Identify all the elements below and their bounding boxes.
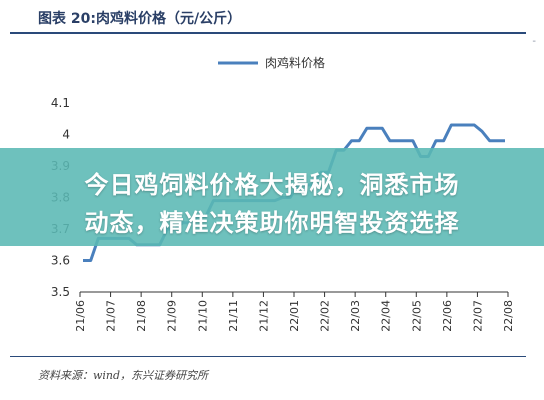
x-axis: 21/06 21/07 21/08 21/09 21/10 21/11 21/12 22/01… — [74, 291, 515, 332]
headline-line-1: 今日鸡饲料价格大揭秘，洞悉市场 — [84, 171, 460, 199]
x-tick-label: 21/10 — [196, 300, 209, 332]
y-tick-label: 4.1 — [51, 96, 70, 110]
x-tick-label: 21/12 — [257, 300, 270, 332]
x-tick-label: 22/05 — [410, 300, 423, 332]
x-tick-label: 22/03 — [349, 300, 362, 332]
headline-line-2: 动态，精准决策助你明智投资选择 — [84, 209, 460, 237]
chart-legend: 肉鸡料价格 — [218, 55, 325, 70]
x-tick-label: 21/08 — [135, 300, 148, 332]
x-tick-label: 22/08 — [502, 300, 515, 332]
x-tick-label: 21/07 — [105, 300, 118, 332]
source-rule — [10, 356, 526, 357]
y-tick-label: 4 — [62, 128, 70, 142]
x-tick-label: 22/07 — [471, 300, 484, 332]
x-tick-label: 22/04 — [380, 300, 393, 332]
x-tick-label: 22/06 — [441, 300, 454, 332]
corner-mark: - — [532, 36, 536, 47]
title-rule — [10, 32, 526, 34]
headline-banner: 今日鸡饲料价格大揭秘，洞悉市场 动态，精准决策助你明智投资选择 — [0, 148, 544, 246]
legend-label: 肉鸡料价格 — [265, 55, 325, 70]
x-tick-label: 21/11 — [227, 300, 240, 332]
x-tick-label: 22/01 — [288, 300, 301, 332]
y-tick-label: 3.6 — [51, 254, 70, 268]
figure-title: 图表 20:肉鸡料价格（元/公斤） — [38, 11, 242, 27]
source-note: 资料来源：wind，东兴证券研究所 — [38, 369, 209, 382]
y-tick-label: 3.5 — [51, 285, 70, 299]
x-tick-label: 21/09 — [166, 300, 179, 332]
x-tick-label: 21/06 — [74, 300, 87, 332]
x-tick-label: 22/02 — [319, 300, 332, 332]
